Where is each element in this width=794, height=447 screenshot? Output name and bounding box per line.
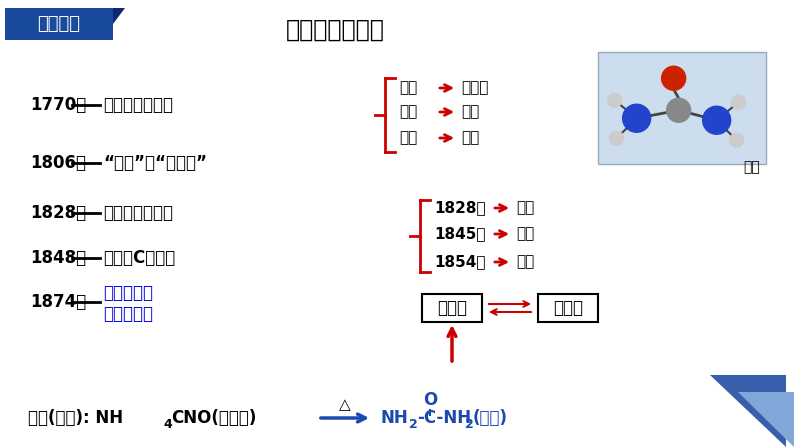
Text: 1770年: 1770年 xyxy=(30,96,87,114)
Text: 1845年: 1845年 xyxy=(434,227,485,241)
Text: 油脂: 油脂 xyxy=(516,254,534,270)
Text: 酒石: 酒石 xyxy=(399,80,418,96)
Circle shape xyxy=(730,133,744,147)
Polygon shape xyxy=(113,8,125,24)
Text: NH: NH xyxy=(380,409,408,427)
Text: 1874年: 1874年 xyxy=(30,293,87,311)
Text: 及其衍生物: 及其衍生物 xyxy=(103,305,153,323)
Text: 1848年: 1848年 xyxy=(30,249,86,267)
Text: 鸦片: 鸦片 xyxy=(399,131,418,146)
Circle shape xyxy=(731,95,746,109)
Text: -C-NH: -C-NH xyxy=(417,409,471,427)
Text: 维勒(德国): NH: 维勒(德国): NH xyxy=(28,409,123,427)
Text: 2: 2 xyxy=(409,417,418,430)
Text: 醋酸: 醋酸 xyxy=(516,227,534,241)
Text: 知识链接: 知识链接 xyxy=(37,15,80,33)
Circle shape xyxy=(667,98,691,122)
Text: 无机物: 无机物 xyxy=(553,299,583,317)
FancyBboxPatch shape xyxy=(538,294,598,322)
Text: 尿素: 尿素 xyxy=(516,201,534,215)
Circle shape xyxy=(610,131,623,145)
Text: 尿液: 尿液 xyxy=(399,105,418,119)
Text: “有机”和“生命力”: “有机”和“生命力” xyxy=(103,154,207,172)
Text: 吗啡: 吗啡 xyxy=(461,131,480,146)
Circle shape xyxy=(661,66,686,90)
Text: 尿素: 尿素 xyxy=(461,105,480,119)
Text: 1806年: 1806年 xyxy=(30,154,86,172)
FancyBboxPatch shape xyxy=(422,294,482,322)
Text: 有机化学的发展: 有机化学的发展 xyxy=(286,18,384,42)
Text: △: △ xyxy=(339,397,351,413)
Text: CNO(氰酸铵): CNO(氰酸铵) xyxy=(171,409,256,427)
Text: 碳氢化合物: 碳氢化合物 xyxy=(103,284,153,302)
Text: 1828年: 1828年 xyxy=(30,204,86,222)
Polygon shape xyxy=(710,375,786,447)
Polygon shape xyxy=(738,392,794,447)
Circle shape xyxy=(607,93,622,107)
Text: 分离提纯有机物: 分离提纯有机物 xyxy=(103,96,174,114)
Text: 1854年: 1854年 xyxy=(434,254,485,270)
FancyBboxPatch shape xyxy=(598,52,766,164)
Circle shape xyxy=(703,106,730,134)
Text: (尿素): (尿素) xyxy=(473,409,508,427)
Text: 酒石酸: 酒石酸 xyxy=(461,80,488,96)
Polygon shape xyxy=(5,8,113,40)
Text: 尿素: 尿素 xyxy=(743,160,760,174)
Text: 1828年: 1828年 xyxy=(434,201,486,215)
Text: 4: 4 xyxy=(163,417,172,430)
Text: 人工合成有机物: 人工合成有机物 xyxy=(103,204,174,222)
Text: 2: 2 xyxy=(465,417,474,430)
Text: 明确是C化合物: 明确是C化合物 xyxy=(103,249,175,267)
Circle shape xyxy=(622,104,650,132)
Text: O: O xyxy=(423,391,437,409)
Text: 有机物: 有机物 xyxy=(437,299,467,317)
